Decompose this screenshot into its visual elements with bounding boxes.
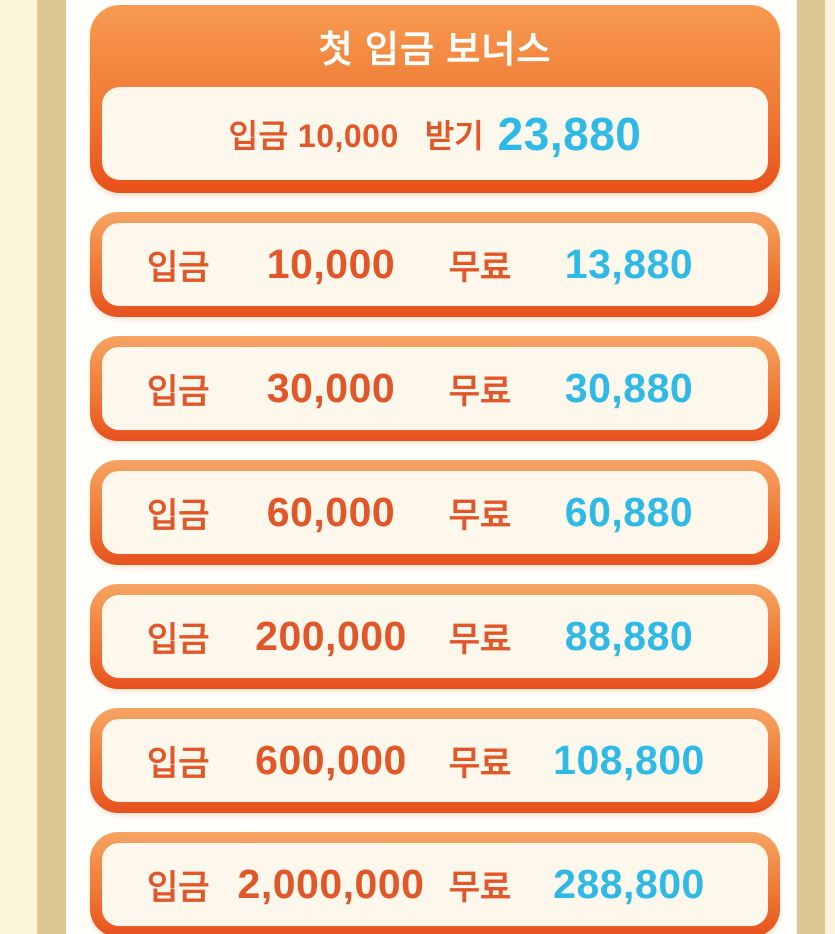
bonus-tier-row[interactable]: 입금 10,000 무료 13,880 bbox=[90, 212, 780, 317]
right-tan-border bbox=[797, 0, 825, 934]
bonus-tier-content: 입금 60,000 무료 60,880 bbox=[102, 471, 768, 554]
deposit-label: 입금 bbox=[147, 249, 210, 287]
free-label: 무료 bbox=[448, 497, 512, 535]
bonus-value: 108,800 bbox=[553, 737, 705, 783]
bonus-value: 30,880 bbox=[564, 365, 694, 411]
deposit-label: 입금 bbox=[147, 869, 210, 907]
bonus-tier-content: 입금 30,000 무료 30,880 bbox=[102, 347, 768, 430]
deposit-amount: 600,000 bbox=[255, 737, 407, 783]
deposit-label: 입금 bbox=[147, 745, 210, 783]
free-label: 무료 bbox=[448, 869, 512, 907]
bonus-tier-row[interactable]: 입금 30,000 무료 30,880 bbox=[90, 336, 780, 441]
deposit-amount: 30,000 bbox=[266, 365, 396, 411]
bonus-value: 88,880 bbox=[564, 613, 694, 659]
deposit-label: 입금 bbox=[147, 497, 210, 535]
free-label: 무료 bbox=[448, 373, 512, 411]
left-cream-edge bbox=[0, 0, 37, 934]
claim-bonus-button[interactable]: 입금 10,000 받기 23,880 bbox=[102, 87, 768, 180]
page-title: 첫 입금 보너스 bbox=[318, 29, 552, 70]
bonus-value: 288,800 bbox=[553, 861, 705, 907]
bonus-tier-content: 입금 200,000 무료 88,880 bbox=[102, 595, 768, 678]
bonus-tier-row[interactable]: 입금 200,000 무료 88,880 bbox=[90, 584, 780, 689]
first-deposit-bonus-card[interactable]: 첫 입금 보너스 입금 10,000 받기 23,880 bbox=[90, 5, 780, 193]
bonus-tier-content: 입금 10,000 무료 13,880 bbox=[102, 223, 768, 306]
header-deposit-text: 입금 10,000 bbox=[228, 117, 399, 154]
bonus-tier-row[interactable]: 입금 600,000 무료 108,800 bbox=[90, 708, 780, 813]
bonus-value: 60,880 bbox=[564, 489, 694, 535]
free-label: 무료 bbox=[448, 621, 512, 659]
claim-label: 받기 bbox=[424, 117, 484, 154]
deposit-amount: 60,000 bbox=[266, 489, 396, 535]
deposit-label: 입금 bbox=[147, 621, 210, 659]
deposit-amount: 10,000 bbox=[266, 241, 396, 287]
bonus-tier-content: 입금 600,000 무료 108,800 bbox=[102, 719, 768, 802]
deposit-amount: 200,000 bbox=[255, 613, 407, 659]
deposit-amount: 2,000,000 bbox=[237, 861, 425, 907]
bonus-list: 첫 입금 보너스 입금 10,000 받기 23,880 입금 10,000 무… bbox=[90, 0, 780, 934]
free-label: 무료 bbox=[448, 745, 512, 783]
bonus-tier-row[interactable]: 입금 60,000 무료 60,880 bbox=[90, 460, 780, 565]
header-bonus-value: 23,880 bbox=[497, 107, 642, 160]
left-tan-border bbox=[37, 0, 66, 934]
bonus-tier-row[interactable]: 입금 2,000,000 무료 288,800 bbox=[90, 832, 780, 934]
right-cream-edge bbox=[825, 0, 835, 934]
bonus-value: 13,880 bbox=[564, 241, 694, 287]
deposit-label: 입금 bbox=[147, 373, 210, 411]
free-label: 무료 bbox=[448, 249, 512, 287]
bonus-tier-content: 입금 2,000,000 무료 288,800 bbox=[102, 843, 768, 926]
